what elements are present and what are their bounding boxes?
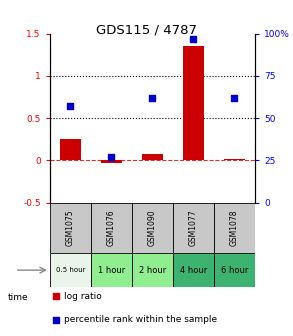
Text: percentile rank within the sample: percentile rank within the sample xyxy=(64,316,217,325)
Bar xyxy=(214,253,255,287)
Text: 0.5 hour: 0.5 hour xyxy=(56,267,85,273)
Bar xyxy=(132,253,173,287)
Bar xyxy=(173,203,214,253)
Bar xyxy=(60,139,81,160)
Point xyxy=(150,95,155,100)
Text: 4 hour: 4 hour xyxy=(180,266,207,275)
Bar xyxy=(142,154,163,160)
Text: GSM1077: GSM1077 xyxy=(189,210,198,246)
Text: time: time xyxy=(7,293,28,302)
Point xyxy=(191,36,196,41)
Bar xyxy=(91,203,132,253)
Bar xyxy=(183,46,204,160)
Text: GSM1076: GSM1076 xyxy=(107,210,116,246)
Bar xyxy=(91,253,132,287)
Bar xyxy=(224,159,245,160)
Text: 1 hour: 1 hour xyxy=(98,266,125,275)
Text: 6 hour: 6 hour xyxy=(221,266,248,275)
Point xyxy=(109,154,114,160)
Point xyxy=(54,317,58,323)
Bar xyxy=(101,160,122,163)
Bar xyxy=(214,203,255,253)
Text: log ratio: log ratio xyxy=(64,292,102,301)
Bar xyxy=(173,253,214,287)
Bar xyxy=(50,203,91,253)
Text: GDS115 / 4787: GDS115 / 4787 xyxy=(96,24,197,37)
Text: 2 hour: 2 hour xyxy=(139,266,166,275)
Point xyxy=(54,294,58,299)
Text: GSM1078: GSM1078 xyxy=(230,210,239,246)
Point xyxy=(68,103,73,109)
Point xyxy=(232,95,237,100)
Text: GSM1075: GSM1075 xyxy=(66,210,75,246)
Bar xyxy=(132,203,173,253)
Bar xyxy=(50,253,91,287)
Text: GSM1090: GSM1090 xyxy=(148,210,157,246)
